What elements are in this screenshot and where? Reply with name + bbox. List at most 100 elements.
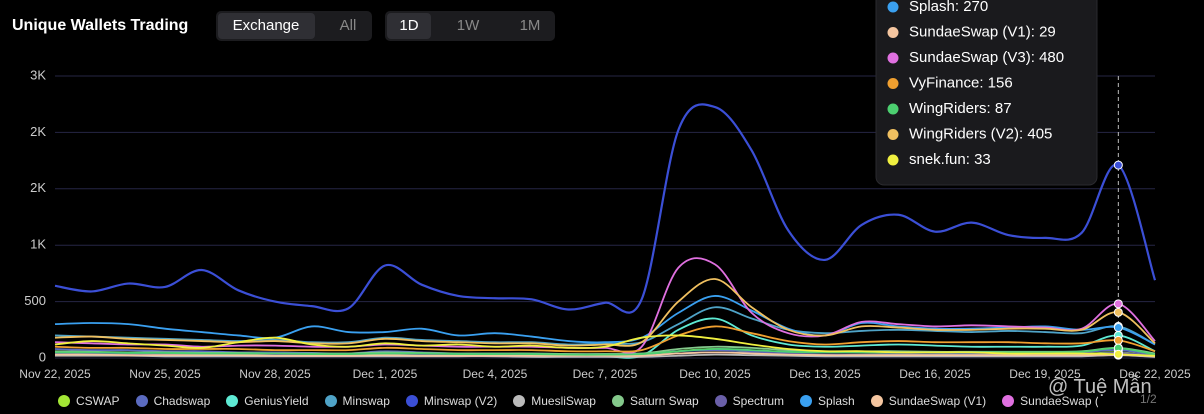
tooltip-entry: snek.fun: 33 (909, 151, 991, 168)
tooltip-entry: WingRiders: 87 (909, 100, 1012, 117)
hover-dot (1113, 349, 1123, 359)
legend-item[interactable]: Saturn Swap (611, 394, 699, 408)
hover-dot (1113, 299, 1123, 309)
legend-label: Chadswap (153, 394, 211, 408)
tooltip-value: 87 (995, 100, 1012, 117)
legend-swatch (800, 395, 813, 407)
tooltip-sep: : (1019, 125, 1027, 142)
legend-label: MuesliSwap (531, 394, 596, 408)
watermark: @ Tuệ Mẫn (1048, 376, 1152, 398)
tooltip-dot (887, 78, 899, 89)
x-tick-label: Dec 10, 2025 (679, 367, 751, 381)
y-tick-label: 2K (30, 180, 46, 195)
tooltip-value: 480 (1039, 49, 1064, 66)
tooltip-dot (887, 27, 899, 38)
legend-item[interactable]: SundaeSwap (V3) (1002, 394, 1098, 408)
tooltip-dot (887, 154, 899, 166)
legend-item[interactable]: SundaeSwap (V1) (870, 394, 987, 408)
tooltip-value: 29 (1039, 23, 1056, 40)
legend-label: GeniusYield (244, 394, 309, 408)
x-tick-label: Dec 22, 2025 (1119, 367, 1191, 381)
tooltip-dot (887, 129, 899, 140)
legend-label: Spectrum (732, 394, 785, 408)
x-tick-label: Dec 4, 2025 (463, 367, 528, 381)
tooltip-name: WingRiders (V2) (909, 125, 1019, 142)
hover-dot (1113, 160, 1123, 170)
series-line (54, 353, 1156, 358)
legend-item[interactable]: Chadswap (135, 394, 211, 408)
tooltip-sep: : (987, 100, 995, 117)
tooltip-sep: : (1031, 23, 1039, 40)
legend-label: CSWAP (76, 394, 120, 408)
period-button[interactable]: 1D (399, 17, 418, 34)
x-tick-label: Nov 22, 2025 (19, 367, 91, 381)
tooltip-name: SundaeSwap (V3) (909, 49, 1031, 66)
x-tick-label: Dec 7, 2025 (573, 367, 638, 381)
y-tick-label: 0 (39, 349, 46, 364)
legend-swatch (226, 395, 239, 407)
legend-swatch (1002, 395, 1015, 407)
series-line (54, 103, 1157, 314)
legend-label: Minswap (V2) (423, 394, 498, 408)
tooltip-dot (887, 103, 899, 115)
tooltip-entry: VyFinance: 156 (909, 74, 1013, 91)
period-button[interactable]: 1W (457, 17, 480, 34)
x-tick-label: Nov 25, 2025 (129, 367, 201, 381)
hover-dot (1113, 323, 1123, 333)
tooltip-entry: SundaeSwap (V3): 480 (909, 49, 1064, 66)
tooltip-value: 33 (974, 151, 991, 168)
legend-swatch (870, 395, 883, 407)
legend-swatch (405, 395, 418, 407)
tooltip-name: VyFinance (909, 74, 979, 91)
series-line (54, 278, 1156, 347)
legend-swatch (513, 395, 526, 407)
x-tick-label: Dec 16, 2025 (899, 367, 971, 381)
legend-label: SundaeSwap (V3) (1020, 394, 1098, 408)
legend-pager[interactable]: 1/2 (1140, 392, 1157, 406)
tooltip-entry: Splash: 270 (909, 0, 988, 15)
legend-item[interactable]: Splash (800, 394, 855, 408)
tooltip-name: SundaeSwap (V1) (909, 23, 1031, 40)
x-tick-label: Dec 1, 2025 (353, 367, 418, 381)
hover-dot (1113, 335, 1123, 345)
legend-swatch (714, 395, 727, 407)
legend-swatch (611, 395, 624, 407)
tooltip-sep: : (979, 74, 987, 91)
period-selected (387, 13, 431, 39)
legend-item[interactable]: Minswap (V2) (405, 394, 498, 408)
tooltip-sep: : (1031, 49, 1039, 66)
tooltip-sep: : (955, 0, 963, 15)
filter-button[interactable]: Exchange (233, 17, 300, 34)
legend-swatch (58, 395, 70, 407)
legend-item[interactable]: Spectrum (714, 394, 785, 408)
tooltip-sep: : (966, 151, 974, 168)
chart-title: Unique Wallets Trading (12, 17, 188, 34)
tooltip-entry: SundaeSwap (V1): 29 (909, 23, 1056, 40)
legend-label: SundaeSwap (V1) (888, 394, 987, 408)
period-button[interactable]: 1M (520, 17, 541, 34)
y-tick-label: 1K (30, 237, 46, 252)
tooltip-name: WingRiders (909, 100, 987, 117)
tooltip (875, 0, 1098, 186)
series-line (54, 325, 1156, 353)
x-tick-label: Nov 28, 2025 (239, 367, 311, 381)
legend-item[interactable]: CSWAP (58, 394, 120, 408)
legend-item[interactable]: GeniusYield (226, 394, 309, 408)
x-tick-label: Dec 13, 2025 (789, 367, 861, 381)
y-tick-label: 500 (24, 293, 46, 308)
legend-item[interactable]: MuesliSwap (513, 394, 596, 408)
tooltip-dot (887, 1, 899, 13)
y-tick-label: 3K (30, 67, 46, 82)
series-line (54, 295, 1156, 346)
legend-item[interactable]: Minswap (324, 394, 390, 408)
legend-label: Splash (818, 394, 855, 408)
tooltip-name: Splash (909, 0, 955, 15)
filter-button[interactable]: All (340, 17, 357, 34)
series-line (54, 257, 1156, 354)
series-line (54, 351, 1156, 358)
x-tick-label: Dec 19, 2025 (1009, 367, 1081, 381)
legend-swatch (324, 395, 337, 407)
tooltip-dot (887, 52, 899, 64)
